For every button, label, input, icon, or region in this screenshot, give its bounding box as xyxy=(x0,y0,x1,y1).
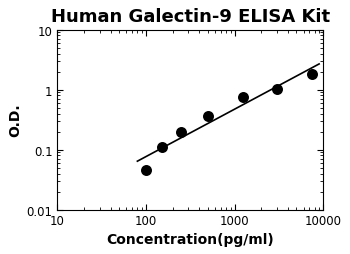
Point xyxy=(143,168,149,172)
Point xyxy=(240,96,246,100)
X-axis label: Concentration(pg/ml): Concentration(pg/ml) xyxy=(106,232,274,246)
Point xyxy=(178,130,184,134)
Point xyxy=(205,114,211,118)
Point xyxy=(274,88,280,92)
Point xyxy=(159,146,164,150)
Point xyxy=(309,73,315,77)
Y-axis label: O.D.: O.D. xyxy=(8,103,22,137)
Title: Human Galectin-9 ELISA Kit: Human Galectin-9 ELISA Kit xyxy=(51,8,330,26)
